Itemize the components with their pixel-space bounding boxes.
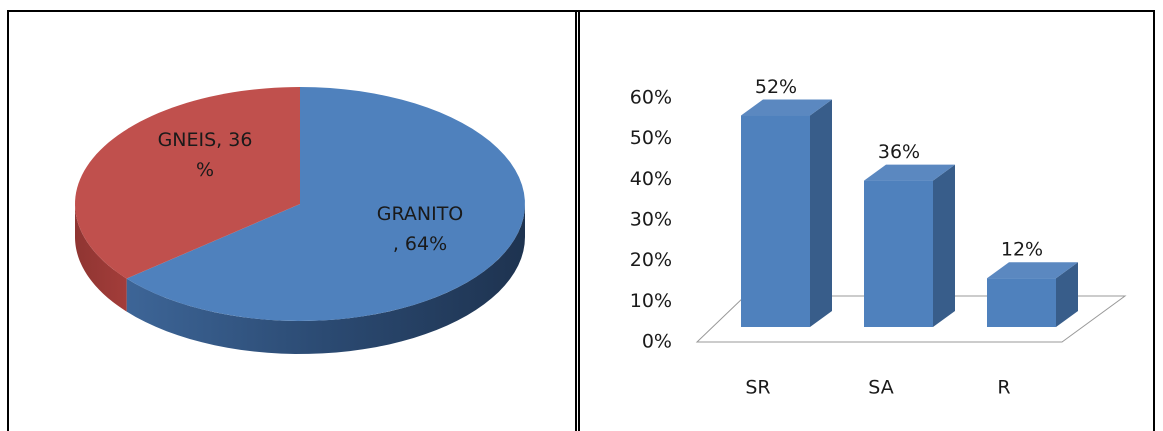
floor xyxy=(695,295,1127,343)
y-tick-label: 60% xyxy=(630,87,672,109)
data-label: 36% xyxy=(878,141,920,163)
x-tick-label: SA xyxy=(868,377,893,399)
bar-side xyxy=(810,99,832,328)
label-line: GNEIS, 36 xyxy=(158,129,253,151)
label-line: GRANITO xyxy=(377,203,464,225)
bar-side xyxy=(1056,262,1078,327)
bar xyxy=(741,115,810,328)
x-tick-label: R xyxy=(997,377,1010,399)
label-line: % xyxy=(196,159,214,181)
bar xyxy=(987,278,1056,327)
pie-chart: GRANITO , 64% GNEIS, 36% xyxy=(75,87,525,354)
bar-side xyxy=(933,164,955,327)
y-tick-label: 40% xyxy=(630,168,672,190)
data-label: GNEIS, 36% xyxy=(158,129,253,181)
frame xyxy=(7,10,1155,431)
bar-top xyxy=(864,164,955,181)
data-label: GRANITO , 64% xyxy=(377,203,464,255)
label-line: , 64% xyxy=(393,233,447,255)
bar-top xyxy=(987,262,1078,279)
y-tick-label: 20% xyxy=(630,249,672,271)
pie-side xyxy=(126,204,525,354)
y-tick-label: 30% xyxy=(630,209,672,231)
bar-chart: 0% 10% 20% 30% 40% 50% 60% 52% SR 36% SA 12% R xyxy=(630,76,1127,399)
y-tick-label: 0% xyxy=(642,331,672,353)
data-label: 12% xyxy=(1001,239,1043,261)
pie-slice xyxy=(126,87,525,321)
x-tick-label: SR xyxy=(745,377,770,399)
y-tick-label: 10% xyxy=(630,290,672,312)
bar-top xyxy=(741,99,832,116)
bar xyxy=(864,180,933,327)
data-label: 52% xyxy=(755,76,797,98)
pie-side xyxy=(75,204,127,312)
y-tick-label: 50% xyxy=(630,127,672,149)
pie-slice xyxy=(75,87,301,279)
